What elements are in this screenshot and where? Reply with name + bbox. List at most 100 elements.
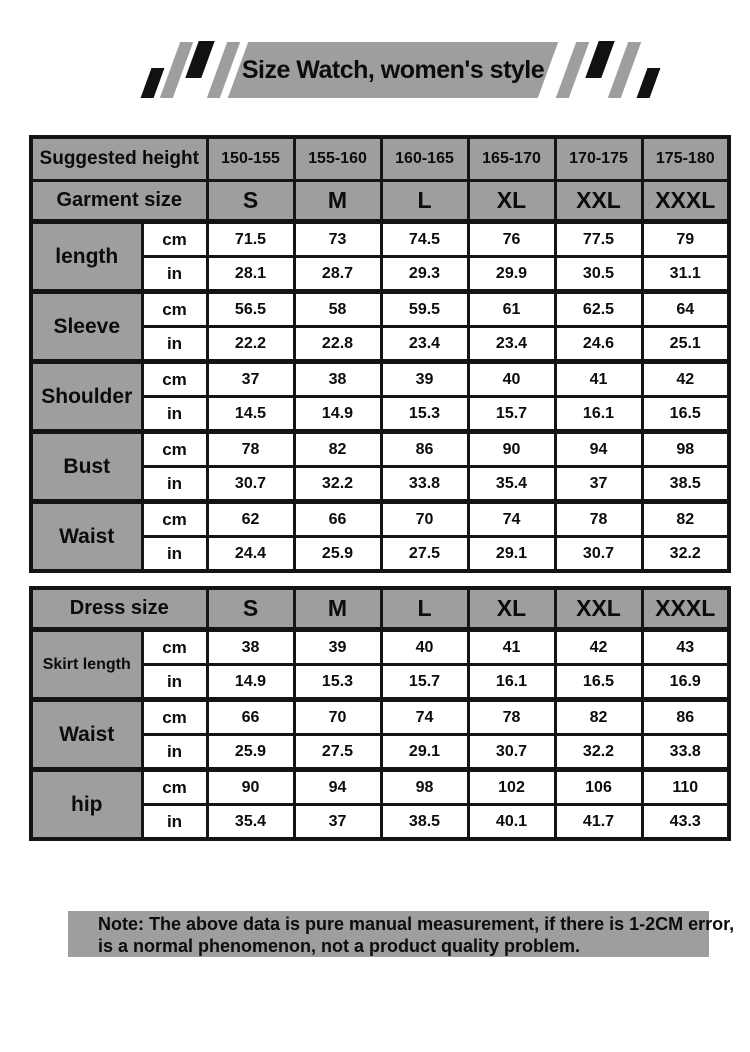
value-cell: 61 <box>466 289 557 328</box>
value-cell: 42 <box>640 359 731 398</box>
value-cell: 77.5 <box>553 219 644 258</box>
row-label: hip <box>29 767 144 841</box>
value-cell: 74.5 <box>379 219 470 258</box>
value-cell: 29.9 <box>466 255 557 293</box>
value-cell: 76 <box>466 219 557 258</box>
value-cell: 25.9 <box>205 733 296 771</box>
value-cell: 41 <box>553 359 644 398</box>
value-cell: 58 <box>292 289 383 328</box>
size-cell: XL <box>466 179 557 223</box>
size-cell: S <box>205 586 296 631</box>
value-cell: 39 <box>292 627 383 666</box>
height-range-cell: 155-160 <box>292 135 383 182</box>
value-cell: 16.1 <box>466 663 557 701</box>
row-label: length <box>29 219 144 293</box>
unit-cell: cm <box>140 499 209 538</box>
value-cell: 71.5 <box>205 219 296 258</box>
unit-cell: cm <box>140 627 209 666</box>
unit-cell: in <box>140 733 209 771</box>
slash-stripe-icon <box>607 42 642 98</box>
height-range-cell: 175-180 <box>640 135 731 182</box>
value-cell: 35.4 <box>205 803 296 841</box>
value-cell: 30.7 <box>553 535 644 573</box>
height-range-cell: 165-170 <box>466 135 557 182</box>
value-cell: 22.2 <box>205 325 296 363</box>
size-cell: XL <box>466 586 557 631</box>
value-cell: 27.5 <box>292 733 383 771</box>
value-cell: 90 <box>205 767 296 806</box>
value-cell: 41.7 <box>553 803 644 841</box>
value-cell: 39 <box>379 359 470 398</box>
value-cell: 28.7 <box>292 255 383 293</box>
value-cell: 38.5 <box>640 465 731 503</box>
value-cell: 14.5 <box>205 395 296 433</box>
value-cell: 56.5 <box>205 289 296 328</box>
unit-cell: cm <box>140 429 209 468</box>
size-cell: M <box>292 586 383 631</box>
unit-cell: in <box>140 465 209 503</box>
value-cell: 42 <box>553 627 644 666</box>
row-label: Waist <box>29 499 144 573</box>
size-cell: L <box>379 179 470 223</box>
value-cell: 33.8 <box>379 465 470 503</box>
size-cell: M <box>292 179 383 223</box>
value-cell: 16.5 <box>640 395 731 433</box>
value-cell: 43 <box>640 627 731 666</box>
value-cell: 62 <box>205 499 296 538</box>
measurement-note: Note: The above data is pure manual meas… <box>68 911 735 957</box>
height-range-cell: 160-165 <box>379 135 470 182</box>
value-cell: 74 <box>379 697 470 736</box>
height-range-cell: 150-155 <box>205 135 296 182</box>
unit-cell: cm <box>140 289 209 328</box>
unit-cell: in <box>140 325 209 363</box>
size-cell: XXL <box>553 586 644 631</box>
unit-cell: in <box>140 803 209 841</box>
row-label: Skirt length <box>29 627 144 701</box>
height-range-cell: 170-175 <box>553 135 644 182</box>
note-line-1: Note: The above data is pure manual meas… <box>98 914 735 934</box>
value-cell: 15.7 <box>379 663 470 701</box>
value-cell: 82 <box>640 499 731 538</box>
size-cell: XXXL <box>640 179 731 223</box>
value-cell: 78 <box>553 499 644 538</box>
value-cell: 23.4 <box>379 325 470 363</box>
value-cell: 98 <box>379 767 470 806</box>
garment-size-table: Suggested height 150-155 155-160 160-165… <box>29 135 731 573</box>
value-cell: 66 <box>205 697 296 736</box>
slash-stripe-icon <box>585 41 615 78</box>
value-cell: 40.1 <box>466 803 557 841</box>
value-cell: 70 <box>292 697 383 736</box>
value-cell: 43.3 <box>640 803 731 841</box>
value-cell: 90 <box>466 429 557 468</box>
value-cell: 29.1 <box>466 535 557 573</box>
size-cell: XXXL <box>640 586 731 631</box>
value-cell: 33.8 <box>640 733 731 771</box>
value-cell: 73 <box>292 219 383 258</box>
value-cell: 22.8 <box>292 325 383 363</box>
value-cell: 37 <box>553 465 644 503</box>
unit-cell: cm <box>140 359 209 398</box>
value-cell: 82 <box>292 429 383 468</box>
value-cell: 94 <box>553 429 644 468</box>
value-cell: 25.1 <box>640 325 731 363</box>
value-cell: 37 <box>205 359 296 398</box>
value-cell: 94 <box>292 767 383 806</box>
value-cell: 14.9 <box>292 395 383 433</box>
value-cell: 74 <box>466 499 557 538</box>
value-cell: 64 <box>640 289 731 328</box>
unit-cell: in <box>140 395 209 433</box>
unit-cell: cm <box>140 697 209 736</box>
size-cell: S <box>205 179 296 223</box>
value-cell: 102 <box>466 767 557 806</box>
value-cell: 30.5 <box>553 255 644 293</box>
value-cell: 70 <box>379 499 470 538</box>
size-cell: XXL <box>553 179 644 223</box>
value-cell: 29.1 <box>379 733 470 771</box>
value-cell: 86 <box>640 697 731 736</box>
value-cell: 27.5 <box>379 535 470 573</box>
value-cell: 62.5 <box>553 289 644 328</box>
row-label: Bust <box>29 429 144 503</box>
dress-size-header: Dress size <box>29 586 209 631</box>
unit-cell: cm <box>140 219 209 258</box>
value-cell: 41 <box>466 627 557 666</box>
